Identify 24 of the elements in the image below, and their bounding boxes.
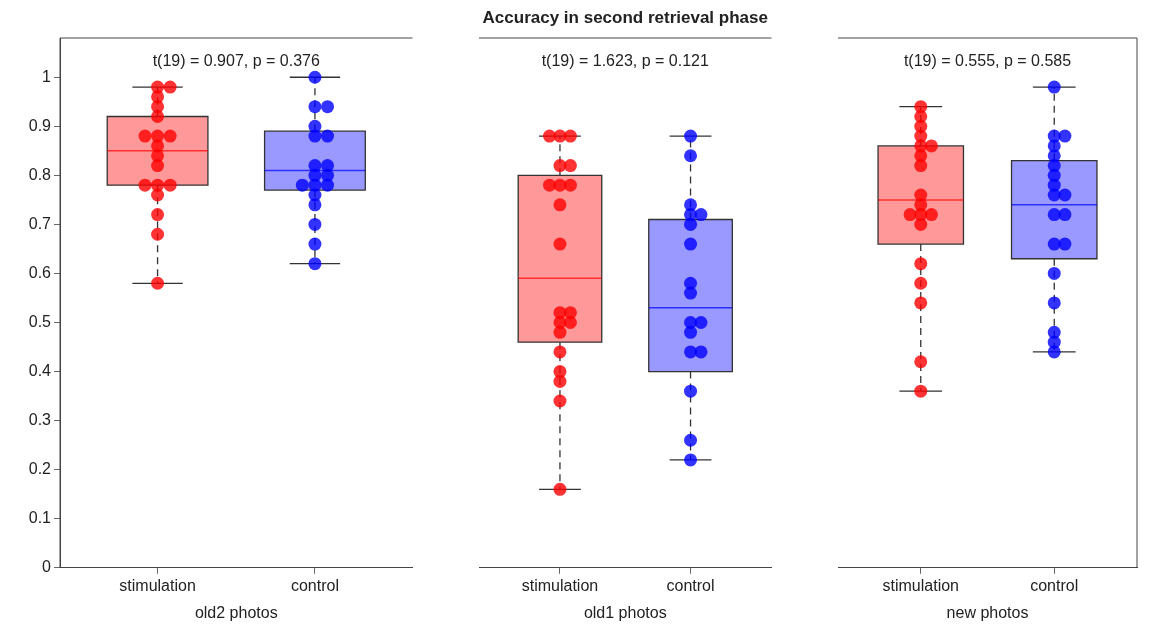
annotation: t(19) = 1.623, p = 0.121 [541, 52, 709, 70]
y-tick-label: 0.1 [28, 509, 52, 527]
y-tick-label: 0.8 [28, 165, 52, 183]
x-tick-label: control [290, 576, 339, 594]
y-tick-label: 0.9 [28, 116, 52, 134]
x-tick-label: stimulation [521, 576, 599, 594]
x-tick-label: stimulation [119, 576, 196, 594]
x-axis-title: old1 photos [583, 604, 667, 622]
y-tick-label: 1 [42, 67, 52, 85]
annotation: t(19) = 0.907, p = 0.376 [152, 52, 320, 70]
x-axis-title: new photos [946, 604, 1029, 622]
chart-title: Accuracy in second retrieval phase [482, 7, 768, 27]
x-tick-label: control [666, 576, 715, 594]
x-tick-label: control [1030, 576, 1079, 594]
y-tick-label: 0.6 [28, 263, 52, 281]
y-tick-label: 0.2 [28, 460, 52, 478]
y-tick-label: 0.5 [28, 312, 52, 330]
x-axis-title: old2 photos [194, 604, 278, 622]
annotation: t(19) = 0.555, p = 0.585 [903, 52, 1072, 70]
y-tick-label: 0.3 [28, 411, 52, 429]
y-tick-label: 0 [42, 558, 52, 576]
y-tick-label: 0.4 [28, 361, 52, 379]
y-tick-label: 0.7 [28, 214, 52, 232]
x-tick-label: stimulation [882, 576, 959, 594]
